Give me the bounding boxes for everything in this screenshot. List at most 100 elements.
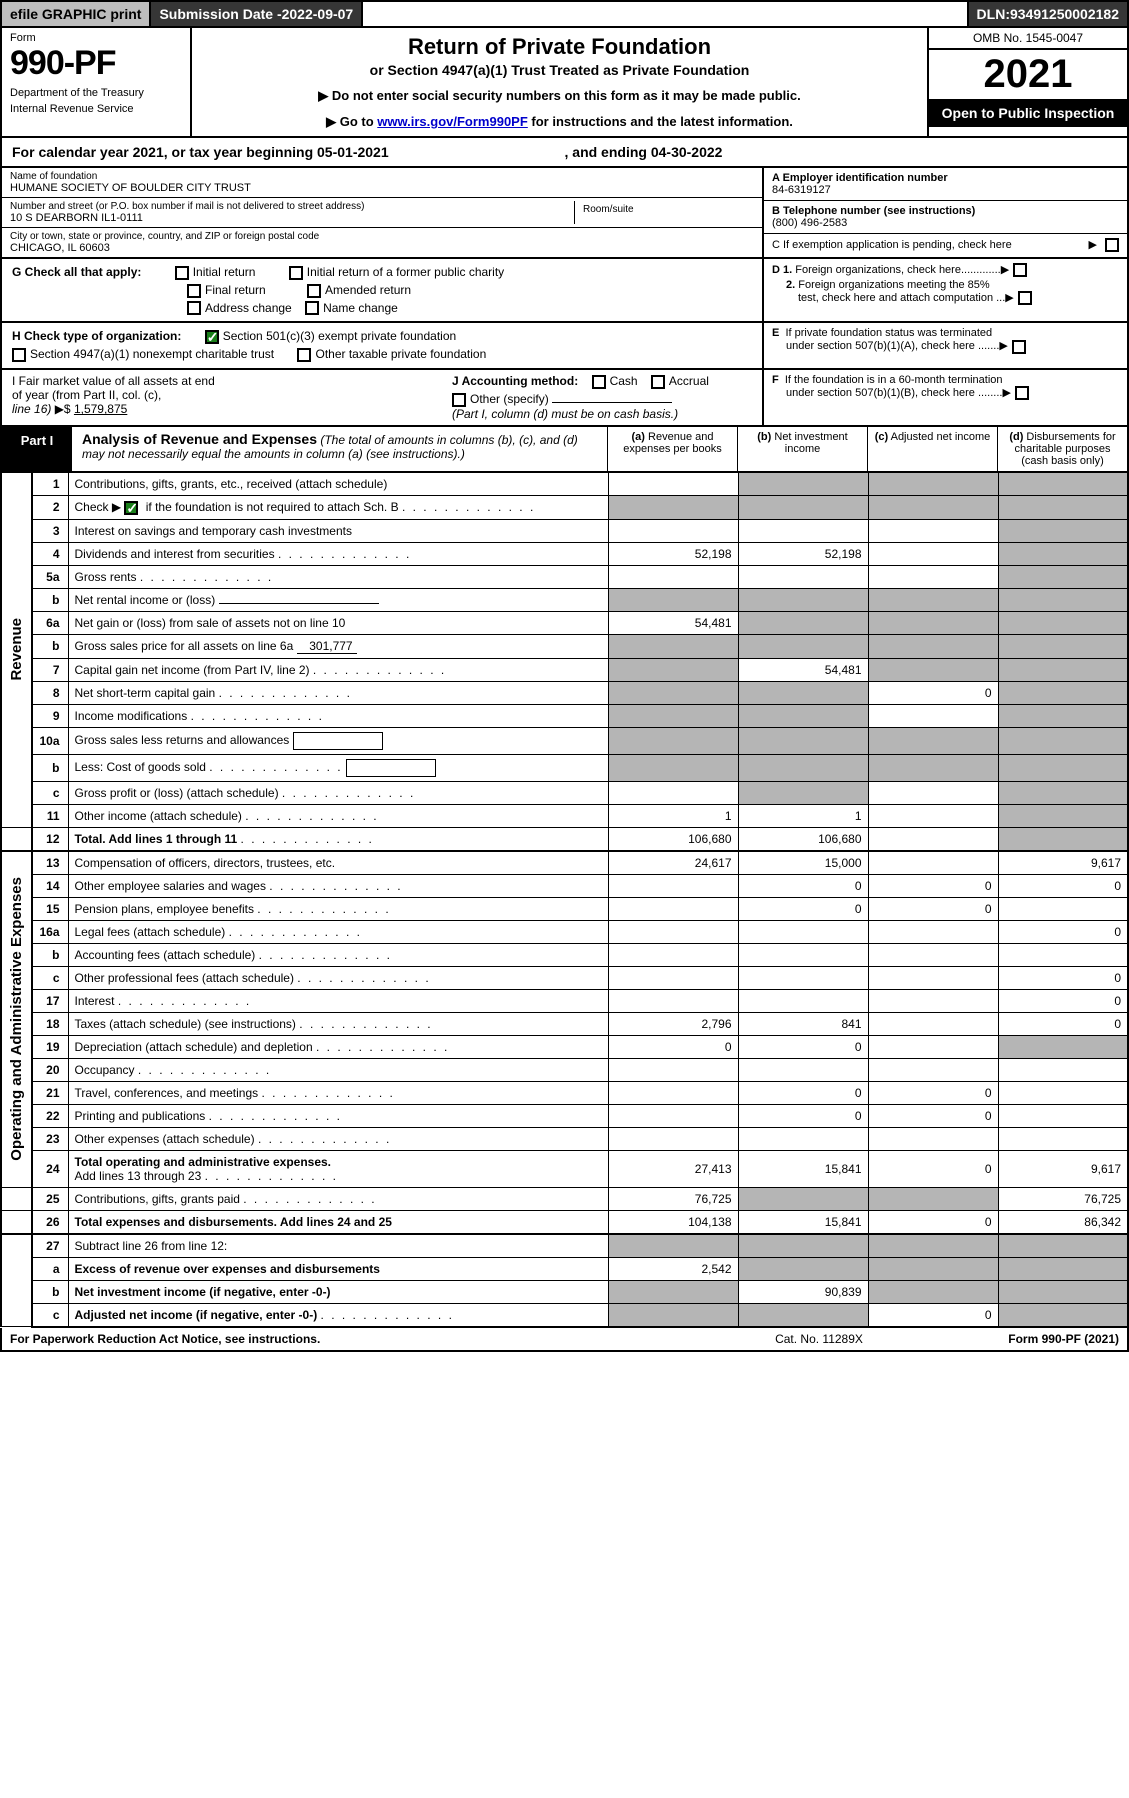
i-j-row: I Fair market value of all assets at end… [0,370,1129,427]
h-label: H Check type of organization: [12,329,181,343]
line-13: Compensation of officers, directors, tru… [68,851,608,875]
line-10a: Gross sales less returns and allowances [68,727,608,754]
line-10b: Less: Cost of goods sold [68,754,608,781]
ssn-warning: ▶ Do not enter social security numbers o… [202,88,917,104]
tax-year: 2021 [929,50,1127,99]
line-8: Net short-term capital gain [68,681,608,704]
form-label: Form [10,32,182,44]
omb-number: OMB No. 1545-0047 [929,28,1127,50]
line-26: Total expenses and disbursements. Add li… [68,1210,608,1234]
h-4947-ck[interactable] [12,348,26,362]
g-address-change: Address change [205,301,292,315]
line-27c: Adjusted net income (if negative, enter … [68,1303,608,1327]
cat-no: Cat. No. 11289X [719,1332,919,1346]
line-19: Depreciation (attach schedule) and deple… [68,1035,608,1058]
part-title: Analysis of Revenue and Expenses [82,431,317,447]
expenses-side-label: Operating and Administrative Expenses [8,877,25,1161]
room-suite-label: Room/suite [574,201,754,224]
line-18: Taxes (attach schedule) (see instruction… [68,1012,608,1035]
irs: Internal Revenue Service [10,103,182,115]
part1-table: Revenue 1Contributions, gifts, grants, e… [0,473,1129,1328]
efile-label: efile GRAPHIC print [2,2,151,26]
d2-checkbox[interactable] [1018,291,1032,305]
goto-link-line: ▶ Go to www.irs.gov/Form990PF for instru… [202,114,917,130]
col-a-hdr: (a) Revenue and expenses per books [607,427,737,471]
h-501c3-ck[interactable] [205,330,219,344]
g-final-return-ck[interactable] [187,284,201,298]
line-16a: Legal fees (attach schedule) [68,920,608,943]
tax-year-begin: For calendar year 2021, or tax year begi… [12,144,565,160]
top-bar: efile GRAPHIC print Submission Date - 20… [0,0,1129,28]
line-1: Contributions, gifts, grants, etc., rece… [68,473,608,496]
g-label: G Check all that apply: [12,265,141,279]
d1-checkbox[interactable] [1013,263,1027,277]
e-checkbox[interactable] [1012,340,1026,354]
line-9: Income modifications [68,704,608,727]
h-4947: Section 4947(a)(1) nonexempt charitable … [30,347,274,361]
line-6a: Net gain or (loss) from sale of assets n… [68,611,608,634]
g-amended-ck[interactable] [307,284,321,298]
line-4: Dividends and interest from securities [68,542,608,565]
g-amended: Amended return [325,283,411,297]
g-former-public: Initial return of a former public charit… [307,265,504,279]
line-11: Other income (attach schedule) [68,804,608,827]
addr-label: Number and street (or P.O. box number if… [10,201,574,212]
line-25: Contributions, gifts, grants paid [68,1187,608,1210]
j-accrual-ck[interactable] [651,375,665,389]
form-number: 990-PF [10,44,182,83]
form-title: Return of Private Foundation [202,34,917,60]
f-checkbox[interactable] [1015,386,1029,400]
h-other: Other taxable private foundation [315,347,486,361]
line-17: Interest [68,989,608,1012]
line-3: Interest on savings and temporary cash i… [68,519,608,542]
col-d-hdr: (d) Disbursements for charitable purpose… [997,427,1127,471]
col-c-hdr: (c) Adjusted net income [867,427,997,471]
dept-treasury: Department of the Treasury [10,87,182,99]
tax-year-end: , and ending 04-30-2022 [565,144,1118,160]
g-final-return: Final return [205,283,266,297]
g-initial-return-ck[interactable] [175,266,189,280]
topbar-spacer [363,2,968,26]
line-23: Other expenses (attach schedule) [68,1127,608,1150]
j-other: Other (specify) [470,392,549,406]
g-former-public-ck[interactable] [289,266,303,280]
c-checkbox[interactable] [1105,238,1119,252]
line-20: Occupancy [68,1058,608,1081]
schb-checkbox[interactable] [124,501,138,515]
irs-link[interactable]: www.irs.gov/Form990PF [377,114,528,129]
line-14: Other employee salaries and wages [68,874,608,897]
fmv-value: 1,579,875 [74,402,127,416]
calendar-year-row: For calendar year 2021, or tax year begi… [0,138,1129,168]
i-line3: line 16) ▶$ 1,579,875 [12,402,452,416]
foundation-name: HUMANE SOCIETY OF BOULDER CITY TRUST [10,182,754,194]
phone: (800) 496-2583 [772,217,1119,229]
g-name-change: Name change [323,301,398,315]
line-27b: Net investment income (if negative, ente… [68,1280,608,1303]
col-b-hdr: (b) Net investment income [737,427,867,471]
h-row: H Check type of organization: Section 50… [0,323,1129,370]
ein-label: A Employer identification number [772,172,1119,184]
phone-label: B Telephone number (see instructions) [772,205,1119,217]
line-10c: Gross profit or (loss) (attach schedule) [68,781,608,804]
line-27: Subtract line 26 from line 12: [68,1234,608,1258]
street-address: 10 S DEARBORN IL1-0111 [10,212,574,224]
submission-date: Submission Date - 2022-09-07 [151,2,363,26]
h-other-ck[interactable] [297,348,311,362]
line-21: Travel, conferences, and meetings [68,1081,608,1104]
part1-header: Part I Analysis of Revenue and Expenses … [0,427,1129,473]
j-note: (Part I, column (d) must be on cash basi… [452,407,752,421]
line-2: Check ▶ if the foundation is not require… [68,495,608,519]
j-label: J Accounting method: [452,374,578,388]
line-12: Total. Add lines 1 through 11 [68,827,608,851]
g-address-change-ck[interactable] [187,301,201,315]
j-cash: Cash [610,374,638,388]
j-accrual: Accrual [669,374,709,388]
j-other-ck[interactable] [452,393,466,407]
i-line1: I Fair market value of all assets at end [12,374,452,388]
j-cash-ck[interactable] [592,375,606,389]
g-name-change-ck[interactable] [305,301,319,315]
h-501c3: Section 501(c)(3) exempt private foundat… [223,329,456,343]
info-block: Name of foundation HUMANE SOCIETY OF BOU… [0,168,1129,259]
city-state-zip: CHICAGO, IL 60603 [10,242,754,254]
name-label: Name of foundation [10,171,754,182]
